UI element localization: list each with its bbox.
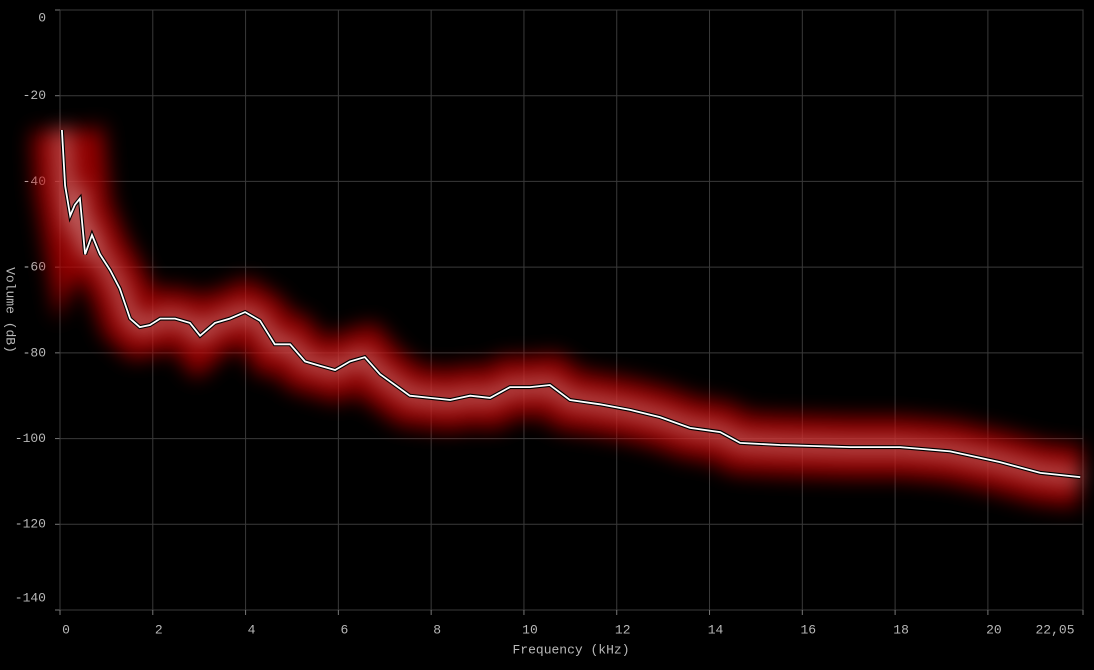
spectrum-line [61,129,1081,478]
y-tick-label: -100 [15,431,46,446]
x-tick-label: 0 [62,622,70,637]
x-tick-label: 16 [801,622,817,637]
x-tick-label: 10 [522,622,538,637]
x-tick-label: 6 [340,622,348,637]
x-tick-label: 8 [433,622,441,637]
y-tick-label: -60 [23,260,46,275]
y-tick-label: -140 [15,590,46,605]
y-tick-label: -80 [23,345,46,360]
x-tick-label: 4 [248,622,256,637]
y-tick-label: -20 [23,88,46,103]
x-axis-label: Frequency (kHz) [512,642,629,657]
y-axis-label: Volume (dB) [3,267,18,353]
y-tick-label: -120 [15,517,46,532]
x-tick-label: 22,05 [1035,622,1074,637]
x-tick-label: 18 [893,622,909,637]
x-tick-label: 14 [708,622,724,637]
x-tick-label: 20 [986,622,1002,637]
x-tick-label: 2 [155,622,163,637]
x-tick-label: 12 [615,622,631,637]
y-tick-label: 0 [38,10,46,25]
